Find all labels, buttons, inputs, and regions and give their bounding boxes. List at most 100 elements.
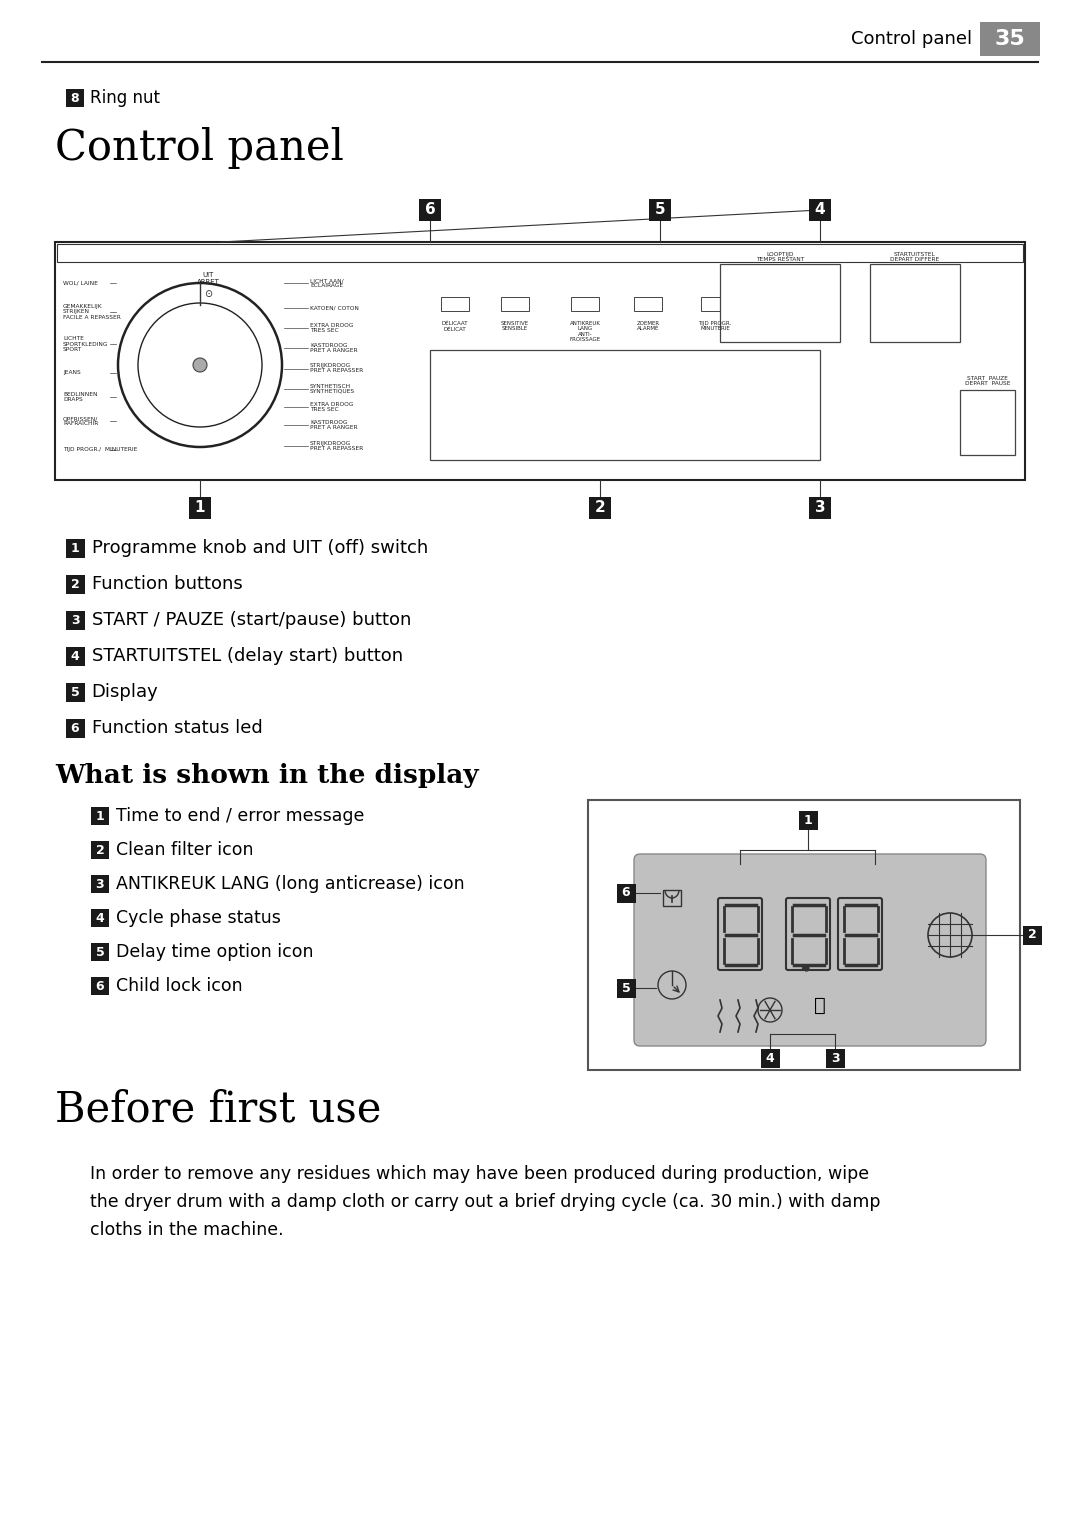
Bar: [571, 297, 599, 310]
Bar: [649, 199, 671, 222]
Text: 3: 3: [814, 500, 825, 515]
Bar: [91, 807, 109, 826]
Text: 3: 3: [96, 878, 105, 890]
Text: ANTIKREUK
LANG
ANTI-
FROISSAGE: ANTIKREUK LANG ANTI- FROISSAGE: [569, 321, 600, 342]
Text: 4: 4: [70, 650, 79, 662]
Text: 2: 2: [595, 500, 606, 515]
FancyBboxPatch shape: [786, 898, 831, 969]
Text: 4: 4: [96, 911, 105, 925]
Bar: [441, 297, 469, 310]
Text: Time to end / error message: Time to end / error message: [116, 807, 364, 826]
Text: Programme knob and UIT (off) switch: Programme knob and UIT (off) switch: [92, 540, 428, 557]
Text: START / PAUZE (start/pause) button: START / PAUZE (start/pause) button: [92, 612, 410, 628]
Bar: [617, 979, 635, 997]
Text: Control panel: Control panel: [55, 127, 343, 170]
FancyBboxPatch shape: [718, 898, 762, 969]
Text: 4: 4: [814, 202, 825, 217]
Bar: [1023, 925, 1041, 945]
Text: Function status led: Function status led: [92, 719, 262, 737]
Text: 2: 2: [1028, 928, 1037, 942]
Bar: [980, 21, 1040, 57]
Text: LICHTE
SPORTKLEDING
SPORT: LICHTE SPORTKLEDING SPORT: [63, 336, 108, 352]
Text: 6: 6: [622, 887, 631, 899]
Text: 3: 3: [70, 613, 79, 627]
Text: 4: 4: [766, 1052, 774, 1064]
Bar: [66, 682, 84, 702]
Text: 2: 2: [70, 578, 79, 590]
Text: 1: 1: [70, 541, 79, 555]
Text: Control panel: Control panel: [851, 31, 972, 47]
Bar: [663, 890, 681, 907]
FancyBboxPatch shape: [838, 898, 882, 969]
Bar: [91, 977, 109, 995]
Text: Before first use: Before first use: [55, 1089, 381, 1131]
Text: 6: 6: [70, 722, 79, 734]
Bar: [798, 810, 818, 830]
Text: 6: 6: [96, 980, 105, 992]
Bar: [430, 350, 820, 460]
Text: SENSITIVE
SENSIBLE: SENSITIVE SENSIBLE: [501, 321, 529, 332]
Bar: [634, 297, 662, 310]
Bar: [720, 265, 840, 342]
Text: EXTRA DROOG
TRES SEC: EXTRA DROOG TRES SEC: [310, 323, 353, 333]
Bar: [589, 497, 611, 518]
Bar: [66, 647, 84, 665]
Text: TIJD PROGR.
MINUTERIE: TIJD PROGR. MINUTERIE: [699, 321, 731, 332]
Text: STARTUITSTEL
DEPART DIFFERE: STARTUITSTEL DEPART DIFFERE: [890, 252, 940, 261]
Bar: [617, 884, 635, 902]
Text: 5: 5: [70, 685, 79, 699]
Bar: [91, 910, 109, 927]
Text: SYNTHETISCH
SYNTHETIQUES: SYNTHETISCH SYNTHETIQUES: [310, 384, 355, 394]
Text: STRIJKDROOG
PRET A REPASSER: STRIJKDROOG PRET A REPASSER: [310, 364, 363, 373]
Bar: [809, 199, 831, 222]
Text: 5: 5: [654, 202, 665, 217]
Text: KASTDROOG
PRET A RANGER: KASTDROOG PRET A RANGER: [310, 342, 357, 353]
Text: JEANS: JEANS: [63, 370, 81, 375]
Text: ZOEMER
ALARMÉ: ZOEMER ALARMÉ: [636, 321, 660, 332]
Bar: [701, 297, 729, 310]
Circle shape: [193, 358, 207, 372]
Text: 1: 1: [96, 809, 105, 823]
Text: TIJD PROGR./  MINUTERIE: TIJD PROGR./ MINUTERIE: [63, 446, 137, 453]
Bar: [760, 1049, 780, 1067]
Text: LOOPTIJD
TEMPS RESTANT: LOOPTIJD TEMPS RESTANT: [756, 252, 805, 261]
Bar: [189, 497, 211, 518]
Text: Function buttons: Function buttons: [92, 575, 242, 593]
FancyBboxPatch shape: [634, 855, 986, 1046]
Text: UIT
ARRET: UIT ARRET: [197, 272, 219, 284]
Text: 1: 1: [804, 813, 812, 827]
Text: LICHT AAN/
ECLAIRAGE: LICHT AAN/ ECLAIRAGE: [310, 278, 343, 289]
Text: 6: 6: [424, 202, 435, 217]
Text: KASTDROOG
PRET A RANGER: KASTDROOG PRET A RANGER: [310, 420, 357, 430]
Bar: [825, 1049, 845, 1067]
Text: 5: 5: [96, 945, 105, 959]
Bar: [66, 89, 84, 107]
Text: EXTRA DROOG
TRES SEC: EXTRA DROOG TRES SEC: [310, 402, 353, 413]
Text: STARTUITSTEL (delay start) button: STARTUITSTEL (delay start) button: [92, 647, 403, 665]
Bar: [419, 199, 441, 222]
Bar: [91, 943, 109, 962]
Bar: [809, 497, 831, 518]
Bar: [588, 800, 1020, 1070]
Text: GEMAKKELIJK
STRIJKEN
FACILE A REPASSER: GEMAKKELIJK STRIJKEN FACILE A REPASSER: [63, 304, 121, 320]
Text: WOL/ LAINE: WOL/ LAINE: [63, 281, 98, 286]
Text: OPFRISSEN/
RAFRAICHIR: OPFRISSEN/ RAFRAICHIR: [63, 416, 98, 427]
Text: What is shown in the display: What is shown in the display: [55, 763, 478, 787]
Bar: [57, 245, 1023, 261]
Bar: [55, 242, 1025, 480]
Text: Display: Display: [92, 683, 159, 700]
Text: 1: 1: [194, 500, 205, 515]
Text: Child lock icon: Child lock icon: [116, 977, 243, 995]
Bar: [501, 297, 529, 310]
Text: 35: 35: [995, 29, 1025, 49]
Text: BEDLINNEN
DRAPS: BEDLINNEN DRAPS: [63, 391, 97, 402]
Text: START  PAUZE
DEPART  PAUSE: START PAUZE DEPART PAUSE: [964, 376, 1010, 385]
Bar: [870, 265, 960, 342]
Text: Ring nut: Ring nut: [90, 89, 160, 107]
Text: 2: 2: [96, 844, 105, 856]
Text: Clean filter icon: Clean filter icon: [116, 841, 254, 859]
Text: In order to remove any residues which may have been produced during production, : In order to remove any residues which ma…: [90, 1165, 880, 1238]
Bar: [66, 610, 84, 630]
Text: Cycle phase status: Cycle phase status: [116, 910, 281, 927]
Bar: [960, 390, 1015, 456]
